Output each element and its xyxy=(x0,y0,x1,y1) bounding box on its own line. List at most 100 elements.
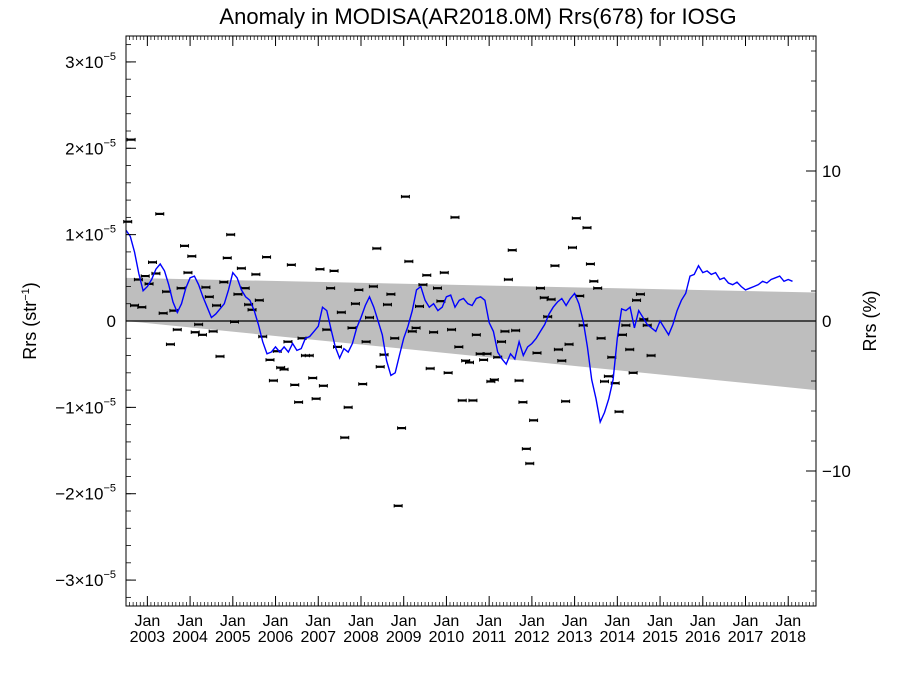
data-point xyxy=(450,215,460,220)
data-point xyxy=(621,323,631,328)
data-point xyxy=(468,398,478,403)
data-point xyxy=(518,400,528,404)
data-point xyxy=(222,256,232,260)
data-point xyxy=(567,245,577,250)
x-tick-month: Jan xyxy=(733,613,759,630)
data-point xyxy=(425,366,435,371)
x-tick-year: 2004 xyxy=(172,629,208,646)
data-point xyxy=(151,271,161,276)
data-point xyxy=(632,298,642,302)
data-point xyxy=(258,334,268,339)
data-point xyxy=(254,298,264,302)
data-point xyxy=(372,246,382,251)
x-tick-month: Jan xyxy=(775,613,801,630)
y-axis: 3×10−5 2×10−5 1×10−5 0 −1×10−5 −2×10−5 −3×10−5 xyxy=(55,44,136,598)
data-point xyxy=(212,303,222,308)
data-point xyxy=(294,400,304,404)
data-point xyxy=(340,435,350,440)
data-point xyxy=(155,212,165,216)
data-point xyxy=(158,311,168,315)
data-point xyxy=(354,288,364,292)
data-point xyxy=(422,273,432,277)
data-point xyxy=(443,371,453,375)
x-tick-year: 2011 xyxy=(472,629,507,646)
data-point xyxy=(429,330,439,334)
y-tick-label: −3×10−5 xyxy=(55,569,116,590)
y2-tick: −10 xyxy=(806,462,851,481)
data-point xyxy=(379,352,389,357)
data-point xyxy=(226,232,236,237)
x-tick-month: Jan xyxy=(690,613,716,630)
data-point xyxy=(326,286,336,290)
data-point xyxy=(489,378,499,382)
data-point xyxy=(404,259,414,264)
data-point xyxy=(236,266,246,271)
x-tick-year: 2012 xyxy=(514,629,550,646)
x-tick-month: Jan xyxy=(305,613,331,630)
data-point xyxy=(315,267,325,271)
data-point xyxy=(535,286,545,290)
y-axis-title: Rrs (str−1) xyxy=(20,282,40,360)
data-point xyxy=(204,295,214,299)
data-point xyxy=(133,277,143,282)
data-point xyxy=(187,254,197,258)
data-point xyxy=(336,310,346,315)
data-point xyxy=(525,461,535,466)
data-point xyxy=(123,219,133,224)
y-tick: −3×10−5 xyxy=(55,569,136,590)
y-tick-label: 3×10−5 xyxy=(65,51,116,72)
y-tick: 1×10−5 xyxy=(65,224,136,245)
data-point xyxy=(482,352,492,356)
x-tick-year: 2009 xyxy=(386,629,422,646)
smoothed-series-line xyxy=(125,229,793,425)
data-point xyxy=(230,320,240,324)
data-point xyxy=(318,384,328,388)
data-point xyxy=(557,359,567,363)
data-point xyxy=(550,264,560,268)
data-point xyxy=(397,426,407,430)
data-point xyxy=(194,322,204,327)
data-point xyxy=(308,376,318,380)
y2-tick-label: 0 xyxy=(822,312,831,331)
x-tick-month: Jan xyxy=(604,613,630,630)
data-point xyxy=(215,354,225,359)
data-point xyxy=(593,286,603,290)
x-tick-year: 2018 xyxy=(770,629,806,646)
x-tick-year: 2006 xyxy=(258,629,294,646)
data-point xyxy=(180,244,190,248)
x-tick-year: 2010 xyxy=(429,629,465,646)
data-point xyxy=(286,263,296,267)
x-tick-month: Jan xyxy=(263,613,289,630)
data-point xyxy=(646,353,656,358)
x-tick-year: 2008 xyxy=(343,629,379,646)
y-tick-label: 0 xyxy=(107,312,116,331)
data-point xyxy=(447,327,457,332)
x-tick-year: 2005 xyxy=(215,629,251,646)
data-point xyxy=(589,279,599,283)
data-point xyxy=(497,340,507,344)
x-tick-month: Jan xyxy=(348,613,374,630)
data-point xyxy=(358,382,368,386)
data-point xyxy=(126,137,136,142)
data-point xyxy=(439,270,449,275)
data-point xyxy=(596,336,606,340)
data-point xyxy=(165,342,175,347)
x-tick-month: Jan xyxy=(177,613,203,630)
data-point xyxy=(197,333,207,337)
y2-tick: 10 xyxy=(806,162,841,181)
data-point xyxy=(279,367,289,372)
data-point xyxy=(329,269,339,273)
data-points xyxy=(123,137,656,508)
data-point xyxy=(471,333,481,337)
x-axis: Jan2003Jan2004Jan2005Jan2006Jan2007Jan20… xyxy=(125,36,814,646)
y-tick: 3×10−5 xyxy=(65,51,136,72)
